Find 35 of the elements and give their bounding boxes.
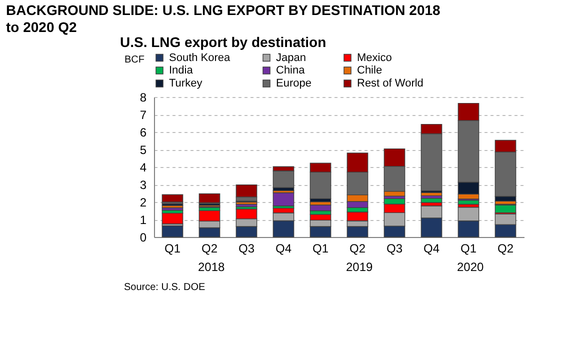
legend-label: China [276,64,306,76]
y-tick-label: 4 [140,160,147,174]
x-tick-label: Q2 [349,242,366,256]
source-note: Source: U.S. DOE [124,282,206,293]
legend-label: Turkey [169,78,203,90]
legend-label: Europe [276,78,312,90]
y-tick-label: 3 [140,178,147,192]
y-tick-label: 7 [140,108,147,122]
y-axis-title: BCF [124,54,144,66]
y-tick-label: 8 [140,90,147,104]
y-tick-label: 6 [140,126,147,140]
chart-title: BACKGROUND SLIDE: U.S. LNG EXPORT BY DESTINATION 2018 to 2020 Q2 [6,2,440,35]
text: 2020 [457,260,484,274]
text: 2018 [198,260,226,274]
x-tick-label: Q1 [164,242,181,256]
chart-subtitle: U.S. LNG export by destination [120,34,326,50]
x-tick-label: Q1 [460,242,477,256]
y-tick-label: 0 [140,230,147,244]
x-tick-label: Q4 [423,242,440,256]
x-tick-label: Q4 [275,242,292,256]
legend-label: Mexico [357,52,392,64]
x-tick-label: Q1 [312,242,329,256]
x-tick-label: Q3 [238,242,255,256]
legend-label: India [169,64,194,76]
legend-label: Chile [357,64,382,76]
x-tick-label: Q2 [497,242,514,256]
y-tick-label: 5 [140,143,147,157]
x-tick-label: Q3 [386,242,403,256]
legend-label: Japan [276,52,306,64]
y-tick-label: 1 [140,213,147,227]
x-tick-label: Q2 [201,242,218,256]
y-tick-label: 2 [140,196,147,210]
legend-label: Rest of World [357,78,424,90]
text: 2019 [346,260,374,274]
legend-label: South Korea [169,52,232,64]
